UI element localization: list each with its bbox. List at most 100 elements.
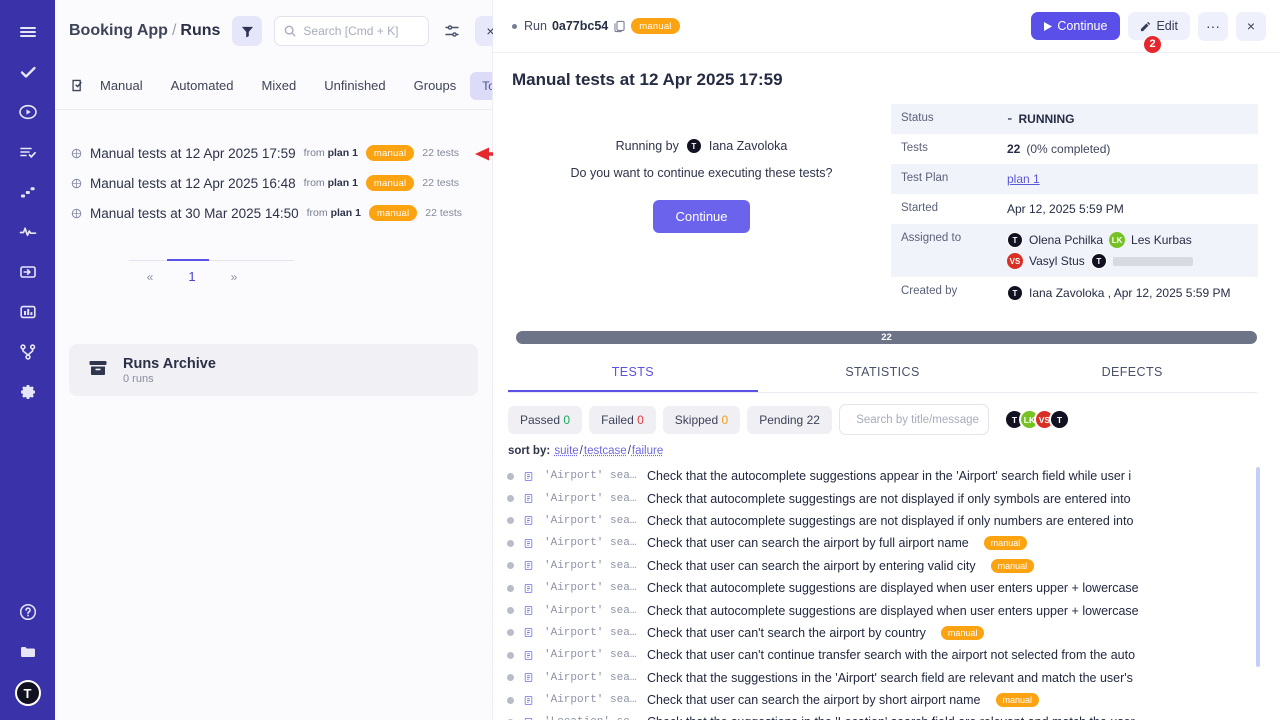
test-list-item[interactable]: 'Airport' search... Check that autocompl… — [493, 599, 1280, 621]
bar-chart-icon[interactable] — [8, 292, 48, 332]
checklist-icon[interactable] — [71, 78, 86, 93]
test-list-item[interactable]: 'Airport' search... Check that autocompl… — [493, 510, 1280, 532]
test-list-item[interactable]: 'Airport' search... Check that user can'… — [493, 644, 1280, 666]
run-list-item[interactable]: Manual tests at 12 Apr 2025 17:59 from p… — [55, 138, 492, 168]
tab-to-review[interactable]: To Review — [470, 71, 492, 100]
assignee-avatar-group[interactable]: T LK VS T — [1003, 409, 1070, 430]
gear-icon[interactable] — [8, 372, 48, 412]
sort-option-testcase[interactable]: testcase — [583, 445, 627, 457]
run-title: Manual tests at 30 Mar 2025 14:50 — [90, 205, 299, 221]
user-avatar[interactable]: T — [14, 680, 41, 706]
help-icon[interactable] — [8, 592, 48, 632]
chip-failed[interactable]: Failed 0 — [589, 405, 656, 434]
test-tag: manual — [990, 558, 1035, 573]
info-key: Created by — [901, 285, 958, 297]
list-pane-header: Booking App / Runs Search [Cmd + K] × — [55, 0, 506, 62]
runs-list-pane: Booking App / Runs Search [Cmd + K] × Manu… — [55, 0, 549, 720]
tab-mixed[interactable]: Mixed — [261, 78, 297, 93]
play-circle-icon[interactable] — [8, 92, 48, 132]
info-value: Apr 12, 2025 5:59 PM — [1007, 202, 1124, 216]
test-list-item[interactable]: 'Airport' search... Check that user can … — [493, 689, 1280, 711]
test-title: Check that user can't continue transfer … — [647, 648, 1136, 663]
check-icon[interactable] — [8, 52, 48, 92]
test-list-item[interactable]: 'Airport' search... Check that autocompl… — [493, 487, 1280, 509]
continue-button[interactable]: Continue — [1031, 12, 1121, 40]
tab-manual[interactable]: Manual — [100, 78, 143, 93]
test-status-dot — [507, 696, 514, 704]
created-by-text: Iana Zavoloka , Apr 12, 2025 5:59 PM — [1029, 286, 1231, 300]
test-list-item[interactable]: 'Location' searc... Check that the sugge… — [493, 711, 1280, 720]
run-list-item[interactable]: Manual tests at 12 Apr 2025 16:48 from p… — [55, 168, 492, 198]
test-list-item[interactable]: 'Airport' search... Check that user can … — [493, 532, 1280, 554]
tab-unfinished[interactable]: Unfinished — [324, 78, 386, 93]
info-value: T Olena Pchilka LK Les Kurbas VS Vasyl S… — [1007, 224, 1258, 277]
test-list-item[interactable]: 'Airport' search... Check that the sugge… — [493, 667, 1280, 689]
edit-button[interactable]: Edit — [1128, 12, 1190, 40]
chip-passed[interactable]: Passed 0 — [508, 405, 583, 434]
progress-bar-wrap: 22 — [493, 331, 1280, 344]
test-list-item[interactable]: 'Airport' search... Check that user can … — [493, 555, 1280, 577]
test-status-dot — [507, 495, 514, 503]
sort-option-suite[interactable]: suite — [554, 445, 579, 457]
pagination-prev[interactable]: « — [146, 269, 154, 284]
list-check-icon[interactable] — [8, 132, 48, 172]
more-options-button[interactable]: ··· — [1198, 11, 1228, 41]
menu-icon[interactable] — [8, 12, 48, 52]
tab-automated[interactable]: Automated — [170, 78, 234, 93]
info-row-test-plan: Test Plan plan 1 — [891, 164, 1258, 194]
copy-icon[interactable] — [613, 20, 626, 33]
test-search-input[interactable]: Search by title/message — [838, 404, 989, 435]
run-list-item[interactable]: Manual tests at 30 Mar 2025 14:50 from p… — [55, 198, 492, 228]
run-dot-icon — [512, 23, 517, 29]
test-list-item[interactable]: 'Airport' search... Check that user can'… — [493, 622, 1280, 644]
close-detail-button[interactable]: × — [1236, 11, 1266, 41]
tab-defects[interactable]: DEFECTS — [1101, 365, 1163, 379]
tab-tests[interactable]: TESTS — [508, 356, 758, 392]
test-status-dot — [507, 584, 514, 592]
filter-icon[interactable] — [232, 16, 263, 46]
run-test-count: 22 tests — [422, 177, 460, 189]
chip-skipped[interactable]: Skipped 0 — [662, 405, 741, 434]
assignee-name: Vasyl Stus — [1029, 254, 1085, 268]
run-label: Run — [524, 19, 547, 33]
status-filter-chips: Passed 0 Failed 0 Skipped 0 Pending 22 S… — [508, 404, 1280, 435]
tab-statistics[interactable]: STATISTICS — [845, 365, 920, 379]
info-row-started: Started Apr 12, 2025 5:59 PM — [891, 194, 1258, 224]
run-test-count: 22 tests — [425, 207, 463, 219]
branch-icon[interactable] — [8, 332, 48, 372]
activity-icon[interactable] — [8, 212, 48, 252]
steps-icon[interactable] — [8, 172, 48, 212]
info-key: Started — [901, 202, 939, 214]
test-suite: 'Airport' search... — [544, 671, 638, 684]
run-continue-prompt: Running by T Iana Zavoloka Do you want t… — [512, 104, 891, 309]
test-status-dot — [507, 539, 514, 547]
tune-icon[interactable] — [441, 20, 463, 42]
continue-execution-button[interactable]: Continue — [653, 200, 750, 233]
test-suite: 'Airport' search... — [544, 537, 638, 550]
run-status-icon — [71, 178, 82, 189]
test-plan-link[interactable]: plan 1 — [1007, 172, 1040, 186]
sort-option-failure[interactable]: failure — [631, 445, 664, 457]
test-list-item[interactable]: 'Airport' search... Check that the autoc… — [493, 465, 1280, 487]
breadcrumb-project[interactable]: Booking App — [69, 22, 168, 39]
import-icon[interactable] — [8, 252, 48, 292]
test-list-scrollbar[interactable] — [1256, 467, 1260, 667]
search-input[interactable]: Search [Cmd + K] — [274, 16, 430, 46]
folder-icon[interactable] — [8, 632, 48, 672]
test-title: Check that autocomplete suggestings are … — [647, 491, 1131, 506]
pagination-page-1[interactable]: 1 — [188, 269, 196, 284]
pagination-next[interactable]: » — [230, 269, 238, 284]
test-search-placeholder: Search by title/message — [856, 413, 979, 426]
runs-archive-card[interactable]: Runs Archive 0 runs — [69, 344, 478, 396]
chip-pending[interactable]: Pending 22 — [747, 405, 832, 434]
test-tag: manual — [995, 693, 1040, 708]
avatar[interactable]: T — [1048, 409, 1070, 430]
breadcrumb: Booking App / Runs — [69, 22, 220, 40]
redacted-name — [1112, 256, 1193, 266]
test-suite: 'Airport' search... — [544, 470, 638, 483]
test-list-item[interactable]: 'Airport' search... Check that autocompl… — [493, 577, 1280, 599]
breadcrumb-separator: / — [171, 22, 177, 39]
run-title: Manual tests at 12 Apr 2025 16:48 — [90, 175, 296, 191]
info-value: T Iana Zavoloka , Apr 12, 2025 5:59 PM — [1007, 277, 1258, 309]
tab-groups[interactable]: Groups — [413, 78, 457, 93]
